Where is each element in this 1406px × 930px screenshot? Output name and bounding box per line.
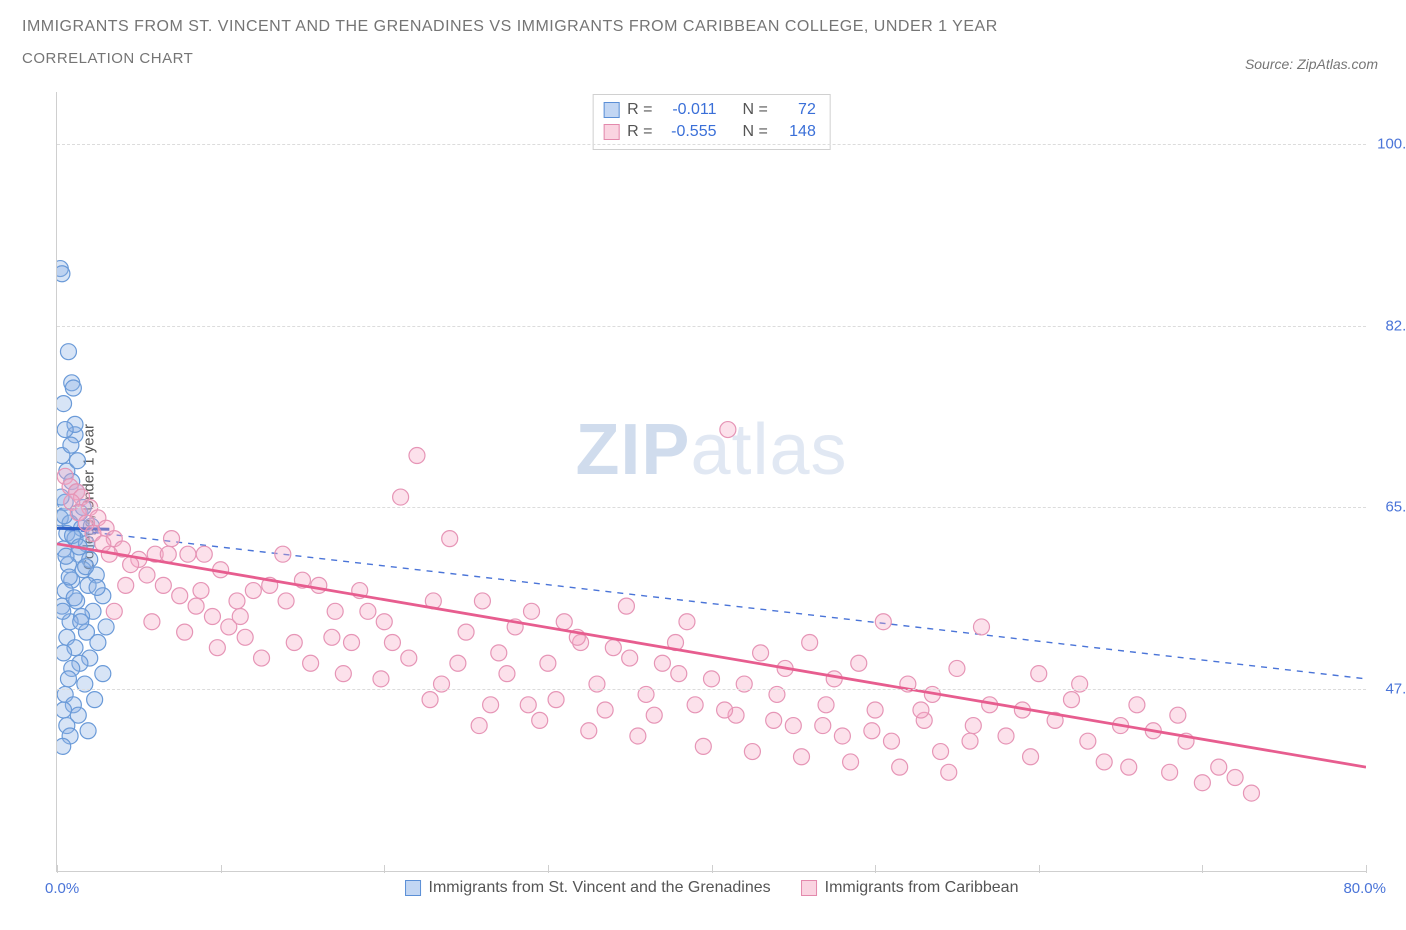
chart-title-2: CORRELATION CHART (22, 50, 1384, 67)
x-legend: Immigrants from St. Vincent and the Gren… (405, 879, 1019, 897)
y-tick-label: 47.5% (1385, 681, 1406, 698)
chart-title-1: IMMIGRANTS FROM ST. VINCENT AND THE GREN… (22, 18, 1384, 36)
legend-label-blue: Immigrants from St. Vincent and the Gren… (429, 879, 771, 897)
y-tick-label: 65.0% (1385, 499, 1406, 516)
x-tick-end: 80.0% (1343, 880, 1386, 897)
scatter-svg (57, 92, 1366, 871)
y-tick-label: 100.0% (1377, 135, 1406, 152)
legend-swatch-pink-icon (801, 880, 817, 896)
plot-region: ZIPatlas R = -0.011 N = 72 R = -0.555 N … (56, 92, 1366, 872)
legend-label-pink: Immigrants from Caribbean (825, 879, 1019, 897)
y-tick-label: 82.5% (1385, 317, 1406, 334)
legend-item-pink: Immigrants from Caribbean (801, 879, 1019, 897)
source-label: Source: ZipAtlas.com (1245, 56, 1378, 72)
legend-item-blue: Immigrants from St. Vincent and the Gren… (405, 879, 771, 897)
x-tick-start: 0.0% (45, 880, 79, 897)
chart-area: College, Under 1 year ZIPatlas R = -0.01… (22, 92, 1384, 902)
legend-swatch-blue-icon (405, 880, 421, 896)
